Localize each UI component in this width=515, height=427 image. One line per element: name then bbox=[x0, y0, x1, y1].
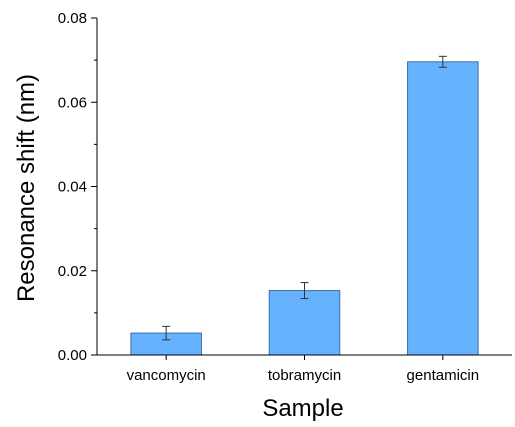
bar-tobramycin bbox=[268, 290, 341, 356]
x-tick-label-tobramycin: tobramycin bbox=[268, 367, 341, 384]
y-tick-label-2: 0.04 bbox=[58, 179, 87, 196]
y-tick-label-1: 0.02 bbox=[58, 263, 87, 280]
y-axis-title: Resonance shift (nm) bbox=[13, 74, 40, 302]
axes-layer bbox=[91, 17, 512, 360]
y-tick-label-3: 0.06 bbox=[58, 94, 87, 111]
bars-layer bbox=[130, 61, 479, 356]
x-tick-label-vancomycin: vancomycin bbox=[127, 367, 206, 384]
x-axis-title: Sample bbox=[262, 395, 343, 422]
y-tick-label-4: 0.08 bbox=[58, 10, 87, 27]
bar-gentamicin bbox=[407, 61, 479, 356]
labels-layer: vancomycin tobramycin gentamicin 0.00 0.02 0.… bbox=[58, 10, 479, 384]
error-bars-layer bbox=[162, 55, 447, 341]
y-tick-label-0: 0.00 bbox=[58, 347, 87, 364]
x-tick-label-gentamicin: gentamicin bbox=[407, 367, 480, 384]
